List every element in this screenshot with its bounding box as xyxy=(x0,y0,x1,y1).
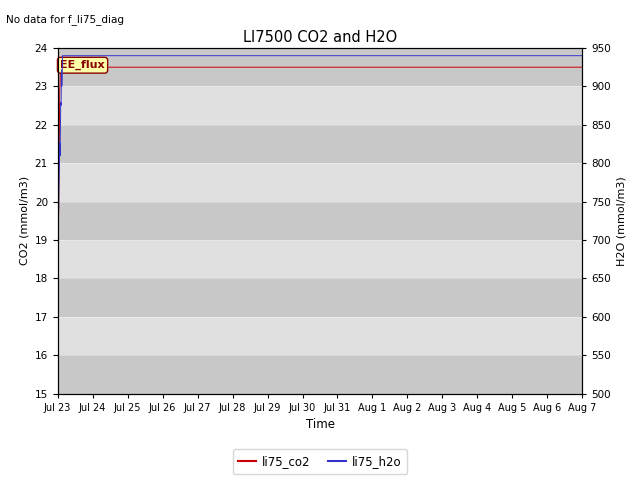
Bar xyxy=(58,86,582,125)
Text: No data for f_li75_diag: No data for f_li75_diag xyxy=(6,14,124,25)
Title: LI7500 CO2 and H2O: LI7500 CO2 and H2O xyxy=(243,30,397,46)
Y-axis label: CO2 (mmol/m3): CO2 (mmol/m3) xyxy=(19,176,29,265)
Text: EE_flux: EE_flux xyxy=(60,60,105,71)
Bar xyxy=(58,163,582,202)
Y-axis label: H2O (mmol/m3): H2O (mmol/m3) xyxy=(617,176,627,265)
Bar xyxy=(58,355,582,394)
X-axis label: Time: Time xyxy=(305,418,335,431)
Legend: li75_co2, li75_h2o: li75_co2, li75_h2o xyxy=(232,449,408,474)
Bar xyxy=(58,48,582,86)
Bar xyxy=(58,240,582,278)
Bar xyxy=(58,278,582,317)
Bar xyxy=(58,202,582,240)
Bar xyxy=(58,317,582,355)
Bar xyxy=(58,125,582,163)
